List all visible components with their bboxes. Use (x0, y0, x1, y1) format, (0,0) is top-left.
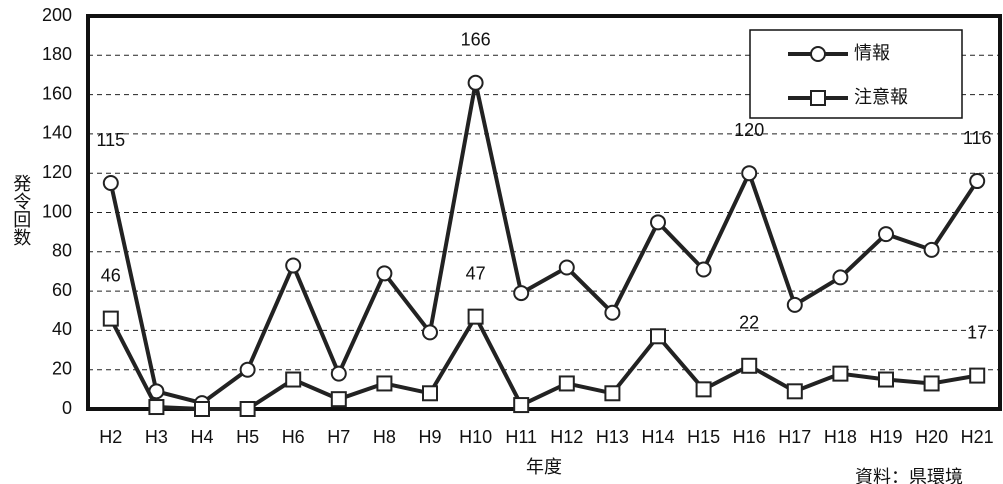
point (513, 397, 530, 414)
y-tick-label: 180 (42, 44, 72, 64)
y-tick-label: 80 (52, 241, 72, 261)
point (148, 399, 165, 416)
x-axis-label: 年度 (526, 457, 562, 477)
point (239, 401, 256, 417)
y-tick-label: 200 (42, 5, 72, 25)
point (285, 371, 302, 388)
point (969, 367, 986, 384)
point (102, 175, 119, 192)
point (194, 401, 210, 417)
x-tick-label: H16 (733, 427, 766, 447)
point (741, 357, 758, 374)
x-tick-label: H3 (145, 427, 168, 447)
point (878, 226, 894, 243)
point (923, 241, 940, 258)
point (832, 365, 849, 382)
point (558, 259, 575, 276)
x-tick-label: H15 (687, 427, 720, 447)
point (467, 308, 484, 325)
series-line (108, 82, 979, 406)
x-tick-label: H7 (327, 427, 350, 447)
data-label: 46 (101, 265, 121, 285)
y-tick-label: 40 (52, 319, 72, 339)
y-tick-label: 100 (42, 201, 72, 221)
legend-marker (810, 46, 826, 62)
legend-box (749, 29, 963, 119)
x-tick-label: H9 (418, 427, 441, 447)
y-tick-label: 160 (42, 83, 72, 103)
point (239, 361, 256, 378)
x-tick-label: H18 (824, 427, 857, 447)
x-tick-label: H14 (641, 427, 674, 447)
data-label: 47 (466, 263, 486, 283)
x-tick-label: H5 (236, 427, 259, 447)
point (786, 296, 803, 313)
point (376, 265, 393, 282)
x-tick-label: H6 (282, 427, 305, 447)
y-tick-label: 20 (52, 358, 72, 378)
point (650, 328, 666, 345)
point (604, 385, 621, 402)
x-tick-label: H19 (869, 427, 902, 447)
source: 資料：県環境 (855, 467, 963, 484)
x-tick-label: H20 (915, 427, 948, 447)
x-tick-label: H8 (373, 427, 396, 447)
data-label: 166 (461, 30, 491, 50)
point (422, 324, 438, 341)
point (832, 269, 849, 286)
plot-border (86, 14, 1002, 411)
point (330, 391, 347, 408)
y-tick-label: 0 (62, 398, 72, 418)
point (558, 375, 575, 392)
point (330, 365, 347, 382)
point (695, 261, 712, 278)
data-label: 115 (96, 130, 125, 150)
y-tick-label: 140 (42, 123, 72, 143)
y-tick-label: 60 (52, 280, 72, 300)
data-label: 22 (739, 313, 759, 333)
point (878, 371, 894, 388)
x-tick-label: H4 (190, 427, 213, 447)
point (422, 385, 438, 402)
point (467, 74, 484, 91)
point (695, 381, 712, 398)
x-tick-label: H21 (961, 427, 994, 447)
point (376, 375, 393, 392)
point (102, 310, 119, 327)
legend-label: 情報 (854, 43, 890, 63)
data-label: 17 (967, 322, 987, 342)
y-axis-label: 発令回数 (11, 174, 31, 246)
x-tick-label: H13 (596, 427, 629, 447)
point (604, 304, 621, 321)
point (969, 173, 986, 190)
point (741, 165, 758, 182)
point (650, 214, 666, 231)
legend-label: 注意報 (854, 87, 908, 107)
x-tick-label: H17 (778, 427, 811, 447)
data-label: 116 (963, 128, 992, 148)
x-tick-label: H11 (505, 427, 537, 447)
x-tick-label: H2 (99, 427, 122, 447)
point (923, 375, 940, 392)
y-tick-label: 120 (42, 162, 72, 182)
legend-marker (810, 90, 826, 106)
point (786, 383, 803, 400)
x-tick-label: H12 (550, 427, 583, 447)
data-label: 120 (734, 120, 764, 140)
point (513, 285, 530, 302)
point (285, 257, 302, 274)
x-tick-label: H10 (459, 427, 492, 447)
